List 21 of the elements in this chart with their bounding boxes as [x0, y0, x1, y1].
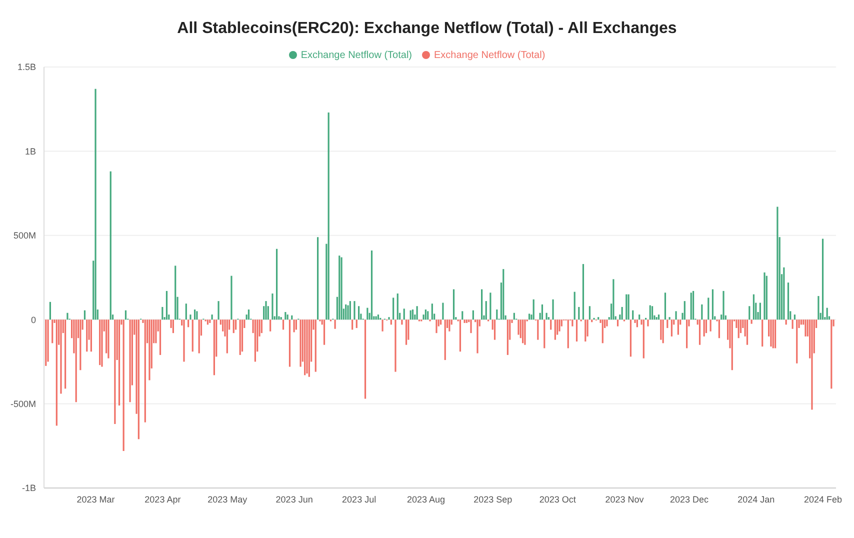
y-tick-label: -1B [22, 483, 36, 494]
x-tick-label: 2023 Apr [144, 494, 181, 504]
x-tick-label: 2023 Dec [670, 494, 710, 504]
y-tick-label: 1.5B [17, 62, 36, 72]
x-tick-label: 2023 Jun [276, 494, 313, 504]
y-tick-label: -500M [10, 398, 36, 409]
legend-label: Exchange Netflow (Total) [300, 50, 412, 61]
x-tick-label: 2023 Jul [342, 494, 376, 504]
x-tick-label: 2023 Sep [474, 494, 512, 504]
legend-label: Exchange Netflow (Total) [434, 50, 546, 61]
x-tick-label: 2023 Aug [406, 494, 445, 504]
y-tick-label: 0 [30, 314, 36, 325]
chart-title: All Stablecoins(ERC20): Exchange Netflow (Total) - All Exchanges [176, 19, 678, 39]
x-tick-label: 2023 Mar [76, 494, 115, 504]
x-tick-label: 2023 Oct [539, 494, 576, 504]
y-tick-label: 1B [24, 146, 36, 156]
y-tick-label: 500M [13, 230, 36, 241]
x-tick-label: 2024 Jan [738, 494, 775, 504]
x-tick-label: 2023 May [208, 494, 248, 504]
x-tick-label: 2023 Nov [605, 494, 644, 504]
x-tick-label: 2024 Feb [804, 494, 842, 504]
